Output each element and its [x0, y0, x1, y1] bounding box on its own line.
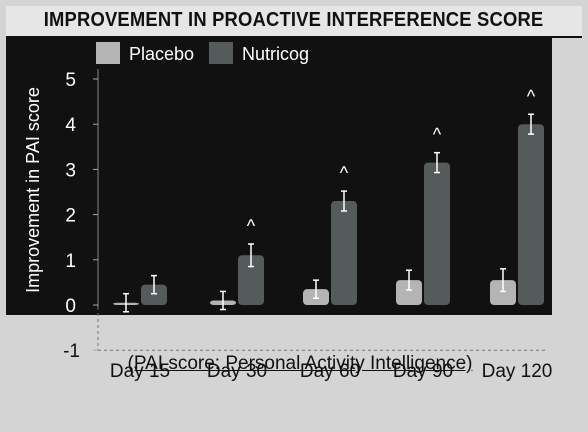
y-tick-label: 1 — [65, 251, 76, 272]
legend-swatch-placebo — [96, 42, 120, 64]
x-tick-label: Day 60 — [300, 361, 360, 382]
x-tick-label: Day 15 — [110, 361, 170, 382]
chart-title: IMPROVEMENT IN PROACTIVE INTERFERENCE SC… — [44, 9, 544, 31]
significance-marker: ^ — [433, 125, 442, 145]
legend-label-placebo: Placebo — [129, 44, 194, 64]
bar-nutricog — [518, 124, 544, 305]
bar-placebo — [396, 280, 422, 305]
legend-label-nutricog: Nutricog — [242, 44, 309, 64]
plot-panel — [6, 36, 552, 315]
y-tick-label: -1 — [63, 341, 80, 362]
bar-nutricog — [424, 162, 450, 305]
x-tick-label: Day 90 — [393, 361, 453, 382]
bar-nutricog — [238, 255, 264, 305]
x-tick-label: Day 120 — [482, 361, 553, 382]
y-tick-label: 4 — [65, 115, 76, 136]
y-tick-label: 5 — [65, 70, 76, 91]
y-tick-label: 0 — [65, 296, 76, 317]
y-axis-label: Improvement in PAI score — [23, 87, 43, 293]
y-tick-label: 3 — [65, 160, 76, 181]
x-axis-caption: (PAI score: Personal Activity Intelligen… — [127, 353, 473, 374]
x-tick-label: Day 30 — [207, 361, 267, 382]
y-tick-label: 2 — [65, 206, 76, 227]
caption-box: (PAI score: Personal Activity Intelligen… — [30, 353, 570, 375]
significance-marker: ^ — [247, 216, 256, 236]
legend-swatch-nutricog — [209, 42, 233, 64]
significance-marker: ^ — [340, 163, 349, 183]
bar-nutricog — [141, 284, 167, 305]
bar-placebo — [490, 280, 516, 305]
bar-nutricog — [331, 201, 357, 305]
significance-marker: ^ — [527, 86, 536, 106]
